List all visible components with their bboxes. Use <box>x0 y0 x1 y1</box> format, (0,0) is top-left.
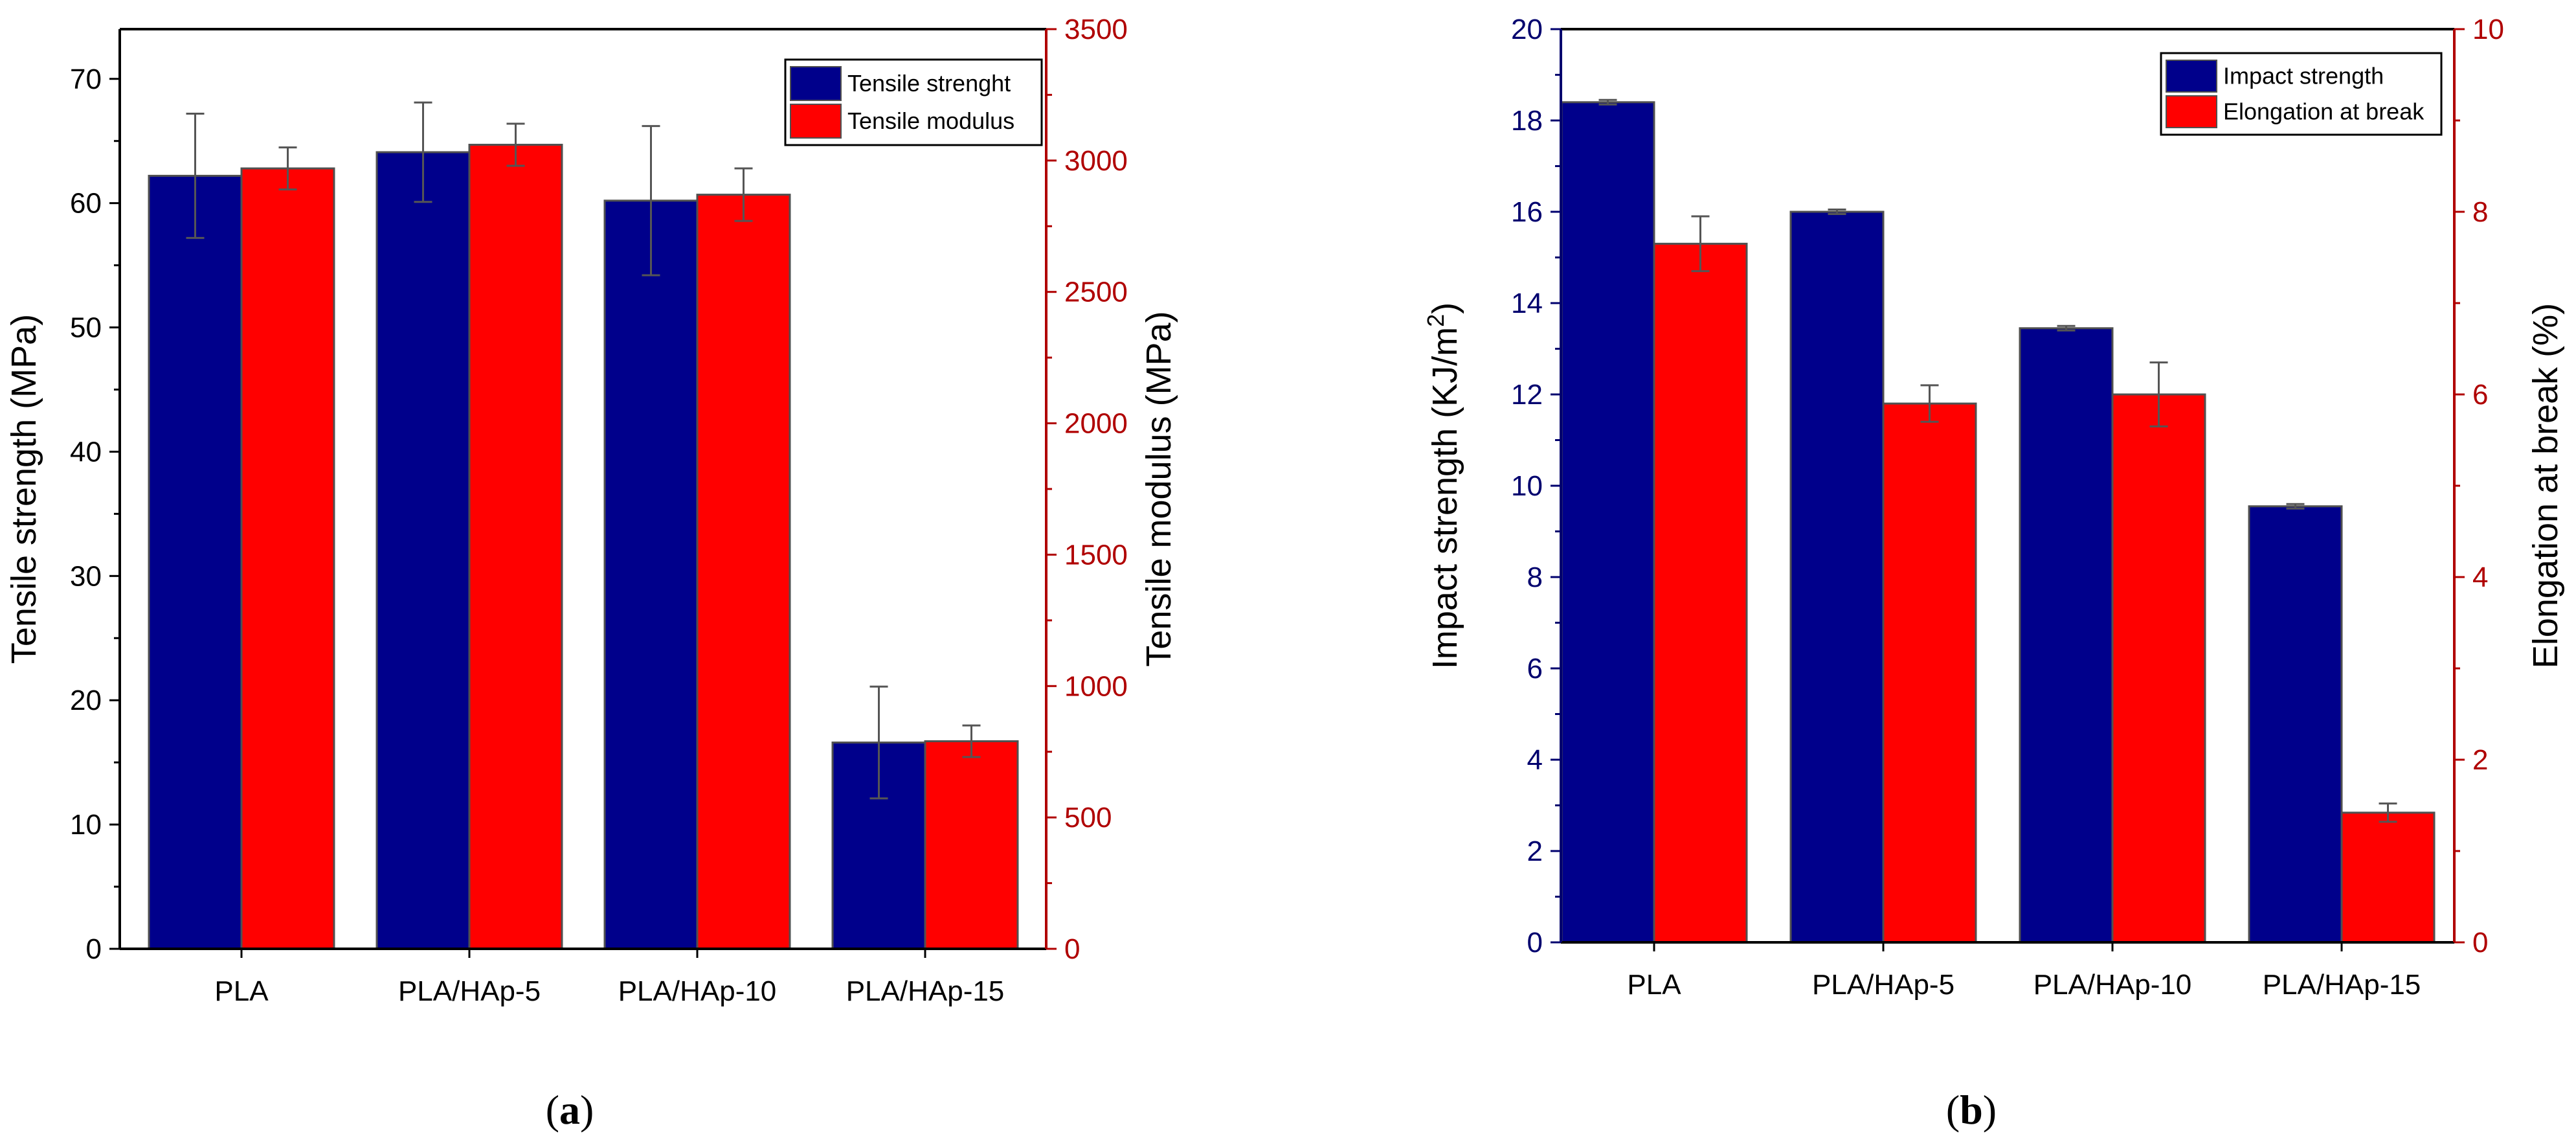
left-tick-label: 40 <box>70 436 102 468</box>
caption-open: ( <box>1946 1087 1960 1133</box>
x-tick-label: PLA <box>214 975 269 1007</box>
bar-right-3 <box>924 740 1019 950</box>
x-tick-label: PLA/HAp-10 <box>2033 969 2192 1001</box>
bar-left-0 <box>1560 101 1655 944</box>
legend-swatch <box>790 104 842 139</box>
bar-left-3 <box>2248 505 2343 944</box>
right-tick-label: 500 <box>1064 802 1112 834</box>
left-axis-title: Tensile strength (MPa) <box>5 314 43 664</box>
right-tick-label: 2500 <box>1064 277 1128 308</box>
left-tick-label: 18 <box>1511 105 1543 137</box>
right-tick-label: 10 <box>2472 14 2504 45</box>
left-tick-label: 20 <box>70 685 102 716</box>
x-tick-label: PLA/HAp-5 <box>398 975 541 1007</box>
chart-panel-b: PLA PLA/HAp-5 PLA/HAp-10 PLA/HAp-15 0 2 4 6 8 10 1… <box>1422 14 2566 1133</box>
bar-left-1 <box>1789 210 1885 944</box>
x-tick-label: PLA <box>1627 969 1681 1001</box>
legend-label: Tensile strenght <box>847 70 1011 97</box>
left-axis-title-end: ) <box>1426 302 1464 314</box>
x-tick-label: PLA/HAp-15 <box>2263 969 2421 1001</box>
bar-right-3 <box>2340 812 2436 944</box>
left-tick-label: 70 <box>70 63 102 95</box>
legend-label: Elongation at break <box>2223 98 2425 125</box>
legend-swatch <box>2166 60 2217 93</box>
right-tick-label: 2 <box>2472 744 2488 776</box>
left-tick-label: 16 <box>1511 196 1543 228</box>
left-axis-title-main: Impact strength (KJ/m <box>1426 327 1464 669</box>
x-tick-label: PLA/HAp-10 <box>618 975 777 1007</box>
right-tick-label: 3500 <box>1064 14 1128 45</box>
left-tick-label: 12 <box>1511 379 1543 411</box>
bar-right-1 <box>468 144 563 950</box>
right-tick-label: 0 <box>2472 927 2488 959</box>
left-tick-label: 14 <box>1511 288 1543 319</box>
chart-panel-a: PLA PLA/HAp-5 PLA/HAp-10 PLA/HAp-15 0 10 20 30 4… <box>5 14 1178 1133</box>
left-tick-label: 10 <box>70 809 102 841</box>
right-tick-label: 4 <box>2472 562 2488 593</box>
legend: Tensile strenght Tensile modulus <box>784 58 1043 146</box>
right-tick-label: 6 <box>2472 379 2488 411</box>
bar-right-0 <box>1653 242 1748 944</box>
left-tick-label: 2 <box>1527 835 1543 867</box>
bar-right-1 <box>1882 402 1977 944</box>
bar-right-2 <box>2111 393 2206 944</box>
caption-letter: a <box>559 1087 580 1133</box>
left-tick-label: 4 <box>1527 744 1543 776</box>
bar-left-2 <box>2019 327 2114 944</box>
legend-swatch <box>2166 95 2217 128</box>
panel-caption: (a) <box>546 1087 594 1133</box>
left-tick-label: 50 <box>70 312 102 344</box>
left-tick-label: 0 <box>1527 927 1543 959</box>
left-tick-label: 0 <box>86 933 102 965</box>
bar-left-0 <box>148 174 243 950</box>
bar-right-0 <box>240 167 335 950</box>
caption-open: ( <box>546 1087 559 1133</box>
left-tick-label: 60 <box>70 188 102 220</box>
caption-close: ) <box>580 1087 594 1133</box>
right-axis-title: Elongation at break (%) <box>2526 303 2565 668</box>
x-tick-label: PLA/HAp-15 <box>846 975 1005 1007</box>
left-tick-label: 10 <box>1511 470 1543 502</box>
left-axis-title: Impact strength (KJ/m2) <box>1422 302 1465 669</box>
bar-left-1 <box>375 151 471 950</box>
legend-label: Tensile modulus <box>847 108 1014 134</box>
caption-letter: b <box>1960 1087 1983 1133</box>
legend-label: Impact strength <box>2223 63 2384 89</box>
bar-left-2 <box>603 199 699 950</box>
caption-close: ) <box>1983 1087 1997 1133</box>
left-tick-label: 20 <box>1511 14 1543 45</box>
bar-right-2 <box>696 194 791 950</box>
left-tick-label: 8 <box>1527 562 1543 593</box>
left-tick-label: 6 <box>1527 653 1543 685</box>
legend: Impact strength Elongation at break <box>2160 52 2443 136</box>
right-axis-title: Tensile modulus (MPa) <box>1139 311 1178 666</box>
right-tick-label: 2000 <box>1064 408 1128 440</box>
left-axis-title-superscript: 2 <box>1422 314 1449 327</box>
right-tick-label: 3000 <box>1064 145 1128 177</box>
left-tick-label: 30 <box>70 560 102 592</box>
legend-swatch <box>790 66 842 101</box>
panel-caption: (b) <box>1946 1087 1997 1133</box>
right-tick-label: 0 <box>1064 933 1080 965</box>
right-tick-label: 8 <box>2472 196 2488 228</box>
x-tick-label: PLA/HAp-5 <box>1812 969 1954 1001</box>
right-tick-label: 1000 <box>1064 670 1128 702</box>
right-tick-label: 1500 <box>1064 539 1128 571</box>
